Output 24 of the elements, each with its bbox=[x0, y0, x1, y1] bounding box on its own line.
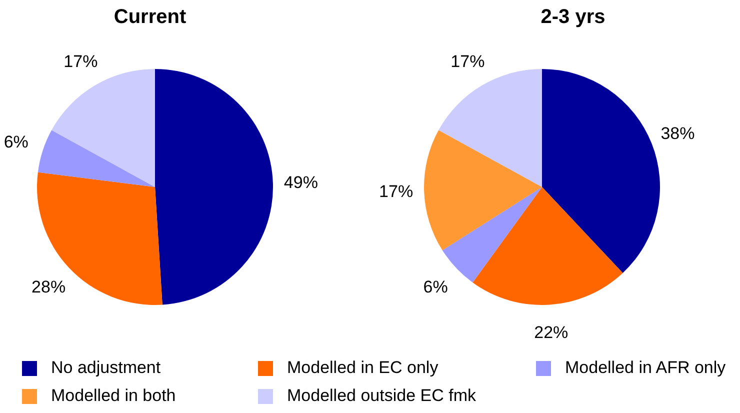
pie-slice bbox=[424, 130, 542, 250]
data-label: 49% bbox=[284, 172, 318, 192]
data-label: 17% bbox=[450, 52, 485, 71]
pie-slice bbox=[52, 69, 155, 187]
data-label: 17% bbox=[64, 52, 98, 71]
chart-title: Current bbox=[112, 6, 188, 29]
pie-slice bbox=[38, 130, 155, 187]
legend-label: Modelled in EC only bbox=[287, 358, 438, 378]
chart-title: 2-3 yrs bbox=[540, 6, 606, 29]
legend-label: Modelled in AFR only bbox=[565, 358, 726, 378]
legend-label: Modelled in both bbox=[51, 386, 176, 406]
legend-label: Modelled outside EC fmk bbox=[287, 386, 476, 406]
data-label: 22% bbox=[534, 323, 568, 342]
data-label: 6% bbox=[4, 132, 28, 152]
data-label: 17% bbox=[379, 182, 414, 202]
data-label: 38% bbox=[660, 124, 695, 143]
data-label: 28% bbox=[32, 277, 66, 296]
data-label: 6% bbox=[423, 277, 448, 296]
pie-slice bbox=[442, 187, 542, 282]
legend-label: No adjustment bbox=[51, 358, 161, 378]
pie-slice bbox=[438, 69, 542, 187]
pie-slice bbox=[155, 69, 273, 305]
pie-slice bbox=[542, 69, 660, 274]
pie-slice bbox=[472, 187, 623, 305]
